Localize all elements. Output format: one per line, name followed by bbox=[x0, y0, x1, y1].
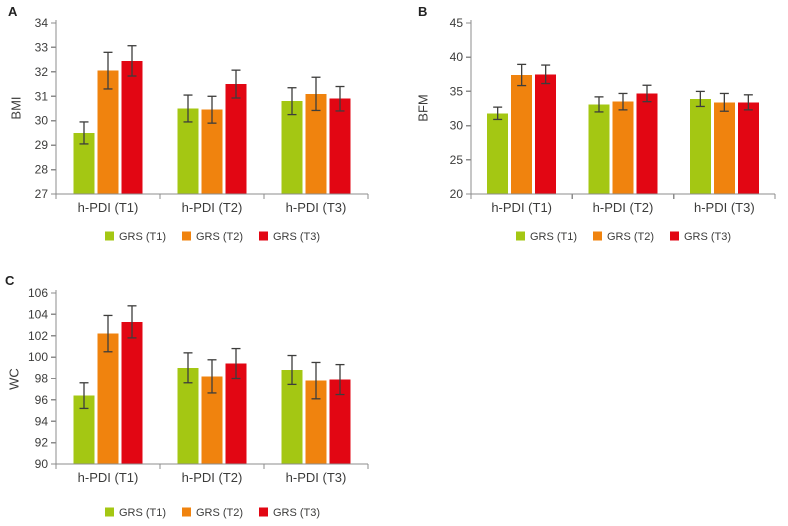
y-tick-label: 104 bbox=[28, 307, 48, 321]
bar bbox=[487, 113, 509, 194]
bar bbox=[73, 395, 95, 464]
y-tick-label: 92 bbox=[35, 436, 49, 450]
y-tick-label: 30 bbox=[450, 119, 464, 133]
y-tick-label: 27 bbox=[35, 187, 49, 201]
legend-swatch bbox=[182, 231, 191, 241]
bmi-bar-chart: h-PDI (T1) h-PDI (T2) h-PDI (T3) 27 28 29 30 31… bbox=[35, 16, 369, 243]
bar bbox=[281, 101, 303, 194]
y-tick-label: 31 bbox=[35, 89, 49, 103]
bar bbox=[73, 132, 95, 194]
y-tick-label: 40 bbox=[450, 50, 464, 64]
panel-letter-c: C bbox=[5, 273, 15, 288]
x-category-label: h-PDI (T3) bbox=[286, 200, 347, 215]
bar bbox=[97, 70, 119, 194]
panel-b: B BFM h-PDI (T1) h-PDI (T2) h-PDI (T3) 20 25… bbox=[394, 0, 788, 263]
y-tick-label: 102 bbox=[28, 329, 48, 343]
legend-swatch bbox=[182, 507, 191, 517]
bar bbox=[305, 380, 327, 464]
legend-label: GRS (T1) bbox=[530, 231, 577, 243]
y-tick-label: 94 bbox=[35, 414, 49, 428]
bar bbox=[225, 363, 247, 464]
legend-swatch bbox=[105, 507, 114, 517]
bar bbox=[511, 74, 533, 194]
panel-letter-a: A bbox=[8, 4, 18, 19]
bar bbox=[225, 84, 247, 194]
bar bbox=[737, 102, 759, 194]
x-category-label: h-PDI (T1) bbox=[491, 200, 552, 215]
bar bbox=[201, 376, 223, 464]
x-category-label: h-PDI (T2) bbox=[593, 200, 654, 215]
bar bbox=[588, 104, 610, 194]
legend-swatch bbox=[516, 231, 525, 241]
panel-letter-b: B bbox=[418, 4, 428, 19]
legend-label: GRS (T1) bbox=[119, 507, 166, 519]
bar bbox=[201, 109, 223, 194]
legend-label: GRS (T2) bbox=[196, 507, 243, 519]
x-category-label: h-PDI (T1) bbox=[78, 470, 139, 485]
bar bbox=[713, 102, 735, 194]
legend-label: GRS (T2) bbox=[196, 231, 243, 243]
legend-label: GRS (T2) bbox=[607, 231, 654, 243]
x-category-label: h-PDI (T2) bbox=[182, 200, 243, 215]
bar bbox=[97, 333, 119, 464]
panel-a: A BMI h-PDI (T1) h-PDI (T2) h-PDI (T3) 27 28… bbox=[0, 0, 394, 263]
legend-label: GRS (T3) bbox=[273, 507, 320, 519]
x-category-label: h-PDI (T3) bbox=[694, 200, 755, 215]
x-category-label: h-PDI (T3) bbox=[286, 470, 347, 485]
bfm-bar-chart: h-PDI (T1) h-PDI (T2) h-PDI (T3) 20 25 30 35 40… bbox=[450, 16, 776, 243]
bar bbox=[121, 321, 143, 464]
legend-label: GRS (T1) bbox=[119, 231, 166, 243]
y-tick-label: 30 bbox=[35, 114, 49, 128]
y-tick-label: 34 bbox=[35, 16, 49, 30]
legend-swatch bbox=[670, 231, 679, 241]
bar bbox=[636, 93, 658, 194]
bar bbox=[329, 98, 351, 194]
y-tick-label: 32 bbox=[35, 65, 49, 79]
y-tick-label: 29 bbox=[35, 138, 49, 152]
legend-swatch bbox=[593, 231, 602, 241]
legend-label: GRS (T3) bbox=[684, 231, 731, 243]
bar bbox=[121, 60, 143, 194]
bar bbox=[305, 93, 327, 194]
y-tick-label: 106 bbox=[28, 286, 48, 300]
wc-bar-chart: h-PDI (T1) h-PDI (T2) h-PDI (T3) 90 92 94 96 98… bbox=[28, 286, 369, 519]
bar bbox=[612, 101, 634, 194]
y-tick-label: 100 bbox=[28, 350, 48, 364]
y-tick-label: 35 bbox=[450, 84, 464, 98]
legend-label: GRS (T3) bbox=[273, 231, 320, 243]
y-tick-label: 28 bbox=[35, 163, 49, 177]
bar bbox=[177, 108, 199, 194]
y-tick-label: 90 bbox=[35, 457, 49, 471]
x-category-label: h-PDI (T1) bbox=[78, 200, 139, 215]
legend-swatch bbox=[105, 231, 114, 241]
y-tick-label: 45 bbox=[450, 16, 464, 30]
legend-swatch bbox=[259, 231, 268, 241]
panel-c: C WC h-PDI (T1) h-PDI (T2) h-PDI (T3) 90 92 9… bbox=[0, 263, 394, 526]
y-tick-label: 96 bbox=[35, 393, 49, 407]
bar bbox=[177, 367, 199, 464]
y-tick-label: 98 bbox=[35, 372, 49, 386]
bar bbox=[329, 379, 351, 464]
bar bbox=[281, 369, 303, 464]
bar bbox=[535, 74, 557, 194]
legend-swatch bbox=[259, 507, 268, 517]
y-tick-label: 33 bbox=[35, 40, 49, 54]
x-category-label: h-PDI (T2) bbox=[182, 470, 243, 485]
bar bbox=[689, 98, 711, 194]
y-tick-label: 20 bbox=[450, 187, 464, 201]
y-tick-label: 25 bbox=[450, 153, 464, 167]
